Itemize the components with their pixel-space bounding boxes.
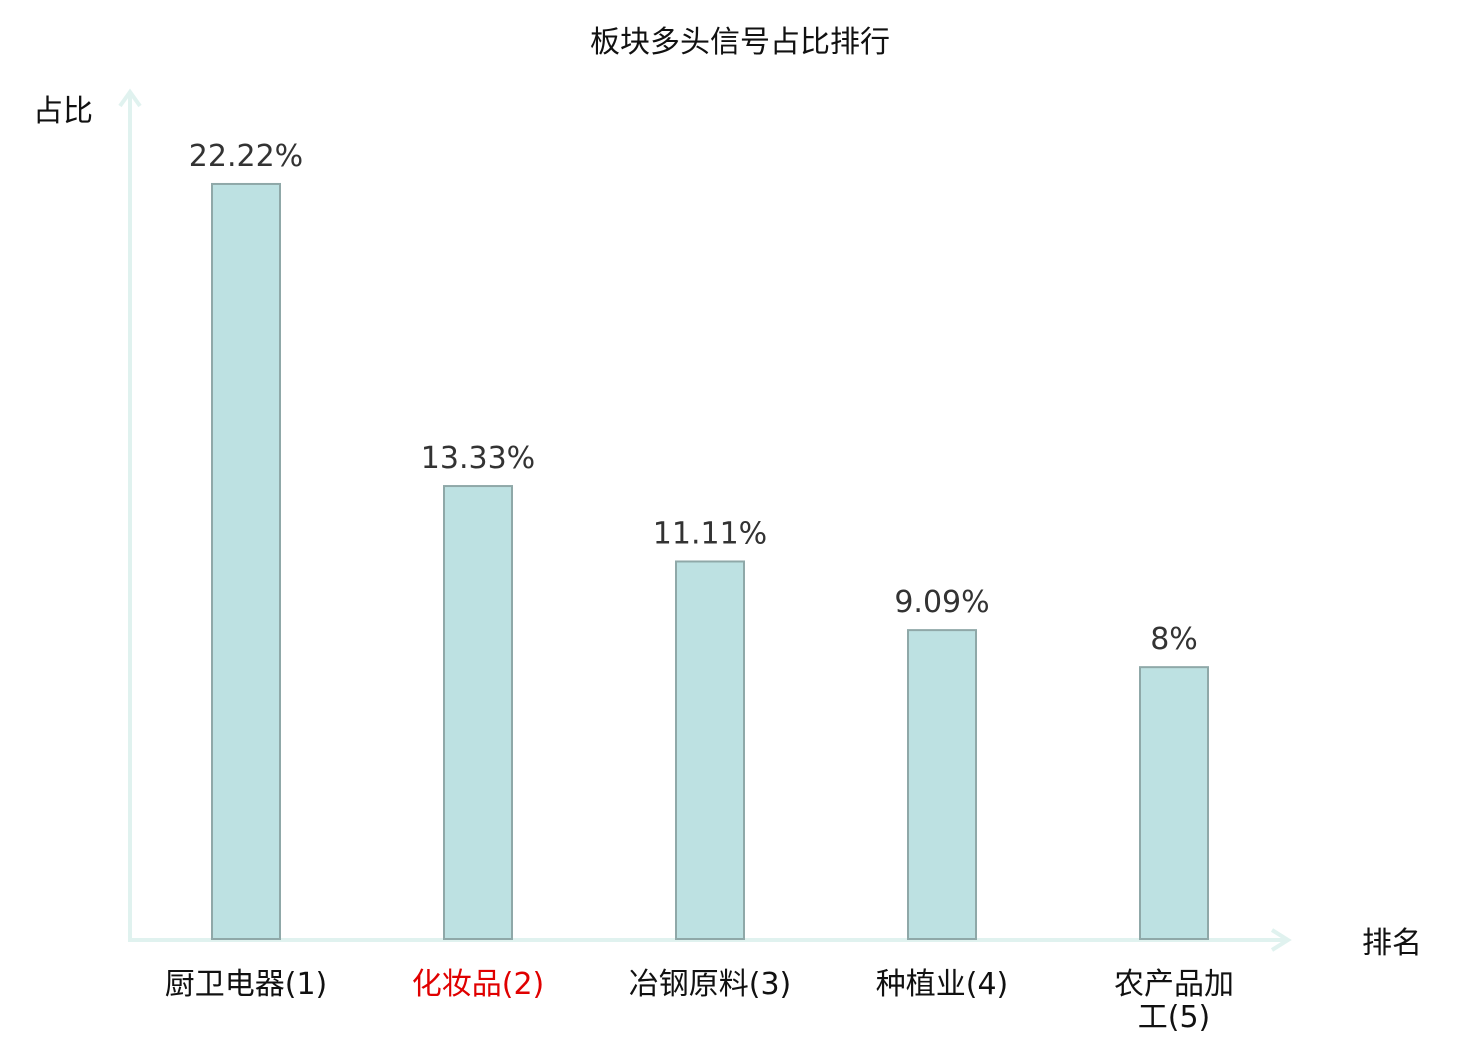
value-label-1: 22.22% [189, 139, 303, 174]
value-labels-group: 22.22% 13.33% 11.11% 9.09% 8% [189, 139, 1198, 657]
category-label-4: 种植业(4) [876, 967, 1009, 1002]
value-label-2: 13.33% [421, 441, 535, 476]
value-label-5: 8% [1150, 622, 1198, 657]
bar-4 [907, 629, 977, 941]
x-axis-arrow [1270, 928, 1292, 952]
category-label-5: 农产品加工(5) [1114, 967, 1234, 1035]
category-labels-group: 厨卫电器(1) 化妆品(2) 冶钢原料(3) 种植业(4) 农产品加工(5) [165, 967, 1234, 1035]
category-label-1: 厨卫电器(1) [165, 967, 328, 1002]
y-axis-label: 占比 [33, 94, 93, 129]
bar-1 [211, 182, 281, 940]
bar-3 [675, 560, 745, 940]
bar-2 [443, 485, 513, 940]
y-axis-arrow [118, 88, 142, 108]
category-label-3: 冶钢原料(3) [629, 967, 792, 1002]
bars-group [211, 182, 1209, 941]
category-label-2: 化妆品(2) [412, 967, 545, 1002]
value-label-3: 11.11% [653, 516, 767, 551]
value-label-4: 9.09% [894, 585, 989, 620]
bar-5 [1139, 666, 1209, 940]
chart-title: 板块多头信号占比排行 [590, 25, 890, 60]
x-axis-label: 排名 [1362, 926, 1422, 961]
